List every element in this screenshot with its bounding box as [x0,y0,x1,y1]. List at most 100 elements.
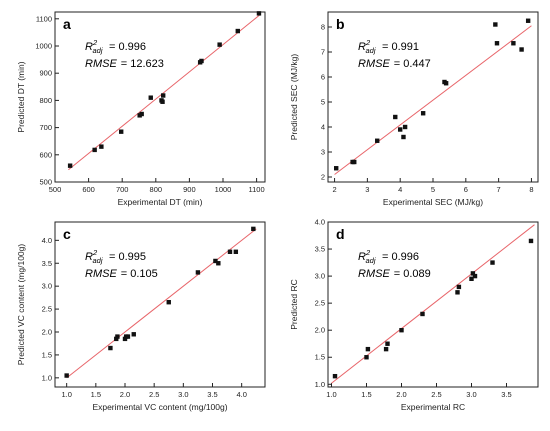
data-point [470,271,476,276]
fit-line [68,14,261,171]
rmse-value: = 0.105 [121,268,158,280]
data-point [195,270,201,275]
plot-frame [54,11,266,183]
data-point [490,260,495,265]
data-point [235,28,240,34]
y-tick-label: 1000 [35,42,52,51]
y-tick-label: 8 [321,23,325,32]
y-axis-label: Predicted RC [289,279,299,330]
x-tick-label: 2.5 [149,390,159,399]
x-tick-label: 2.0 [120,390,130,399]
data-point [402,124,408,130]
data-point [493,22,498,27]
data-point [511,41,516,46]
x-axis-label: Experimental SEC (MJ/kg) [383,197,483,207]
y-tick-label: 4.0 [42,236,52,245]
data-point [397,127,403,132]
r2-symbol: R [85,251,93,263]
panel-letter: a [63,16,71,32]
plot-frame [54,221,266,388]
x-tick-label: 3 [365,185,369,194]
x-tick-label: 3.5 [207,390,217,399]
rmse-symbol: RMSE [85,268,117,280]
plot-frame [327,221,539,388]
x-tick-label: 1.0 [61,390,71,399]
r2-value: = 0.996 [382,251,419,263]
y-tick-label: 2.5 [42,305,52,314]
y-tick-label: 6 [321,73,325,82]
r2-superscript: 2 [92,38,98,47]
data-point [334,166,339,171]
y-tick-label: 3.0 [42,282,52,291]
r2-subscript: adj [366,256,376,265]
x-tick-label: 6 [464,185,468,194]
data-point [375,138,380,143]
x-tick-label: 2.0 [396,390,406,399]
data-point [364,355,369,360]
data-point [393,114,398,120]
data-point [67,163,73,168]
rmse-symbol: RMSE [358,58,390,70]
r2-annotation: R2 adj = 0.996 [358,248,419,265]
x-tick-label: 7 [497,185,501,194]
x-tick-label: 1.5 [91,390,101,399]
x-tick-label: 600 [82,185,95,194]
y-tick-label: 3.0 [315,272,325,281]
x-tick-label: 5 [431,185,435,194]
x-axis-label: Experimental RC [401,402,465,412]
data-point [131,332,136,337]
y-tick-label: 1.0 [315,380,325,389]
data-point [352,159,357,165]
x-tick-label: 500 [49,185,62,194]
data-point [114,336,119,342]
data-point [385,341,390,346]
x-axis-label: Experimental DT (min) [118,197,203,207]
data-point [519,47,524,52]
x-tick-label: 700 [116,185,129,194]
data-point [166,300,171,305]
plot-frame [327,11,539,183]
data-point [217,42,222,47]
data-point [365,346,371,352]
data-point [160,93,166,98]
data-point [115,334,120,339]
data-point [399,327,404,333]
data-point [125,334,131,339]
y-axis-label: Predicted DT (min) [16,61,26,132]
rmse-value: = 12.623 [121,58,164,70]
panel-b: 2 3 4 5 6 7 8 2 3 4 5 6 7 8 Experimental SEC (MJ/kg) Pr… [289,11,539,207]
data-point [469,276,474,282]
rmse-symbol: RMSE [358,268,390,280]
data-point [108,345,113,351]
data-point [233,249,239,254]
y-tick-label: 3.5 [315,245,325,254]
r2-value: = 0.996 [109,41,146,53]
r2-superscript: 2 [92,248,98,257]
data-point [160,99,165,104]
r2-symbol: R [358,251,366,263]
x-tick-label: 3.0 [466,390,476,399]
x-tick-label: 4.0 [236,390,246,399]
x-tick-label: 900 [183,185,196,194]
y-tick-label: 3 [321,148,325,157]
y-tick-label: 500 [39,178,52,187]
y-tick-label: 800 [39,96,52,105]
fit-line [66,228,257,379]
data-point [213,258,218,264]
r2-symbol: R [358,41,366,53]
x-tick-label: 800 [150,185,163,194]
r2-subscript: adj [366,46,376,55]
r2-annotation: R2 adj = 0.995 [85,248,146,265]
data-point [118,129,124,134]
data-point [443,81,449,86]
data-point [494,41,500,46]
r2-annotation: R2 adj = 0.996 [85,38,146,55]
data-point [64,373,69,378]
rmse-value: = 0.447 [394,58,431,70]
x-tick-label: 3.0 [178,390,188,399]
data-point [139,111,144,117]
rmse-annotation: RMSE = 0.089 [358,268,431,280]
data-point [456,284,462,290]
